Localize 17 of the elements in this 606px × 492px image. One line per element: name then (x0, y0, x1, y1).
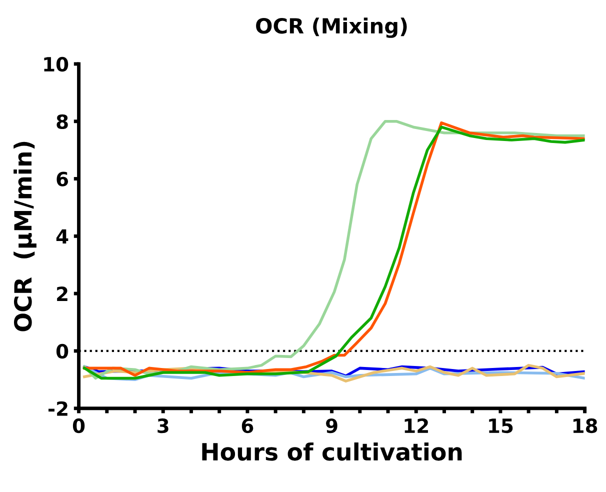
y-tick-label: 10 (44, 56, 68, 72)
x-tick-label: 12 (404, 418, 428, 433)
x-tick-label: 15 (489, 418, 513, 434)
y-tick-label: 6 (56, 172, 68, 186)
y-tick-label: -2 (48, 401, 68, 416)
x-tick-label: 3 (158, 418, 168, 434)
y-tick-label: 4 (56, 229, 68, 244)
x-axis-title: Hours of cultivation (202, 442, 462, 461)
x-tick-label: 18 (573, 418, 598, 434)
x-tick-label: 9 (326, 418, 338, 434)
y-tick-label: 0 (56, 344, 68, 359)
x-tick-label: 6 (242, 418, 254, 434)
chart-title: OCR (Mixing) (256, 18, 407, 38)
y-tick-label: 2 (57, 286, 68, 301)
y-axis-title: OCR (µM/min) (14, 142, 36, 332)
x-tick-label: 0 (72, 418, 85, 434)
y-tick-label: 8 (56, 114, 68, 130)
